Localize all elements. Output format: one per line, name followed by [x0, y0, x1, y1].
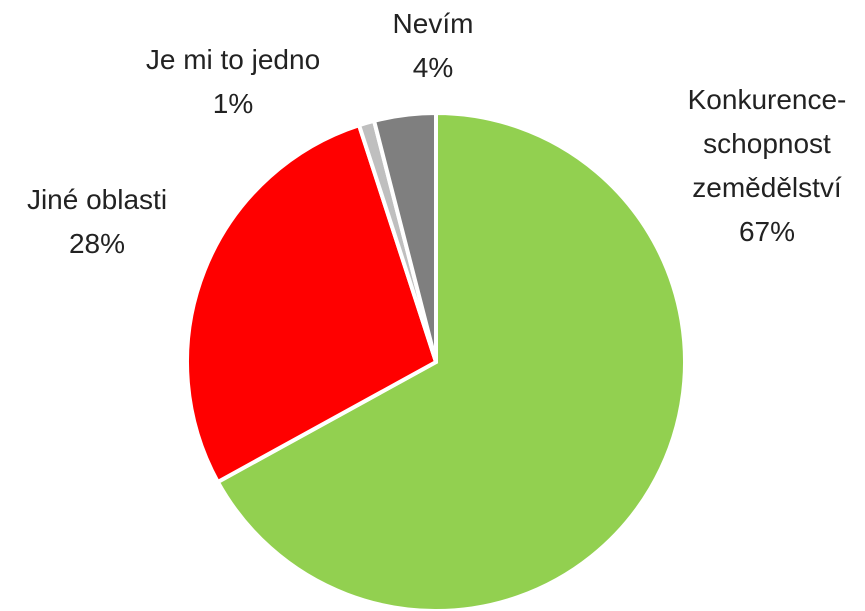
data-label: 67% — [738, 216, 796, 247]
pie-slice — [372, 111, 438, 364]
slice-label: Konkurence- schopnost zemědělství — [687, 84, 847, 203]
data-label: 1% — [212, 88, 254, 119]
data-label: 4% — [412, 52, 454, 83]
data-label: 28% — [68, 228, 126, 259]
slice-label: Je mi to jedno — [145, 44, 321, 75]
pie-slice — [215, 111, 687, 611]
slice-label: Nevím — [392, 8, 474, 39]
pie-slice — [185, 123, 438, 484]
slice-label: Jiné oblasti — [26, 184, 168, 215]
